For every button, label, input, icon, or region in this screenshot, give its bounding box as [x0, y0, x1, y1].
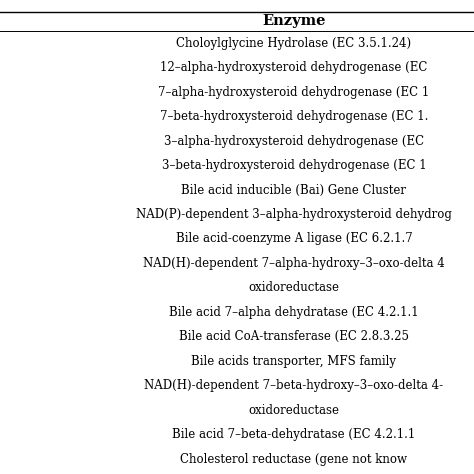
Text: Bile acids transporter, MFS family: Bile acids transporter, MFS family: [191, 355, 396, 368]
Text: 7–beta-hydroxysteroid dehydrogenase (EC 1.: 7–beta-hydroxysteroid dehydrogenase (EC …: [160, 110, 428, 123]
Text: Choloylglycine Hydrolase (EC 3.5.1.24): Choloylglycine Hydrolase (EC 3.5.1.24): [176, 36, 411, 50]
Text: 12–alpha-hydroxysteroid dehydrogenase (EC: 12–alpha-hydroxysteroid dehydrogenase (E…: [160, 61, 428, 74]
Text: oxidoreductase: oxidoreductase: [248, 404, 339, 417]
Text: 3–alpha-hydroxysteroid dehydrogenase (EC: 3–alpha-hydroxysteroid dehydrogenase (EC: [164, 135, 424, 147]
Text: Enzyme: Enzyme: [262, 14, 326, 28]
Text: Bile acid CoA-transferase (EC 2.8.3.25: Bile acid CoA-transferase (EC 2.8.3.25: [179, 330, 409, 344]
Text: 7–alpha-hydroxysteroid dehydrogenase (EC 1: 7–alpha-hydroxysteroid dehydrogenase (EC…: [158, 85, 429, 99]
Text: oxidoreductase: oxidoreductase: [248, 282, 339, 294]
Text: Bile acid 7–alpha dehydratase (EC 4.2.1.1: Bile acid 7–alpha dehydratase (EC 4.2.1.…: [169, 306, 419, 319]
Text: 3–beta-hydroxysteroid dehydrogenase (EC 1: 3–beta-hydroxysteroid dehydrogenase (EC …: [162, 159, 426, 172]
Text: Cholesterol reductase (gene not know: Cholesterol reductase (gene not know: [181, 453, 407, 466]
Text: Bile acid 7–beta-dehydratase (EC 4.2.1.1: Bile acid 7–beta-dehydratase (EC 4.2.1.1: [172, 428, 416, 441]
Text: NAD(H)-dependent 7–alpha-hydroxy–3–oxo-delta 4: NAD(H)-dependent 7–alpha-hydroxy–3–oxo-d…: [143, 257, 445, 270]
Text: Bile acid inducible (Bai) Gene Cluster: Bile acid inducible (Bai) Gene Cluster: [182, 183, 406, 197]
Text: NAD(P)-dependent 3–alpha-hydroxysteroid dehydrog: NAD(P)-dependent 3–alpha-hydroxysteroid …: [136, 208, 452, 221]
Text: Bile acid-coenzyme A ligase (EC 6.2.1.7: Bile acid-coenzyme A ligase (EC 6.2.1.7: [175, 232, 412, 246]
Text: NAD(H)-dependent 7–beta-hydroxy–3–oxo-delta 4-: NAD(H)-dependent 7–beta-hydroxy–3–oxo-de…: [144, 379, 444, 392]
